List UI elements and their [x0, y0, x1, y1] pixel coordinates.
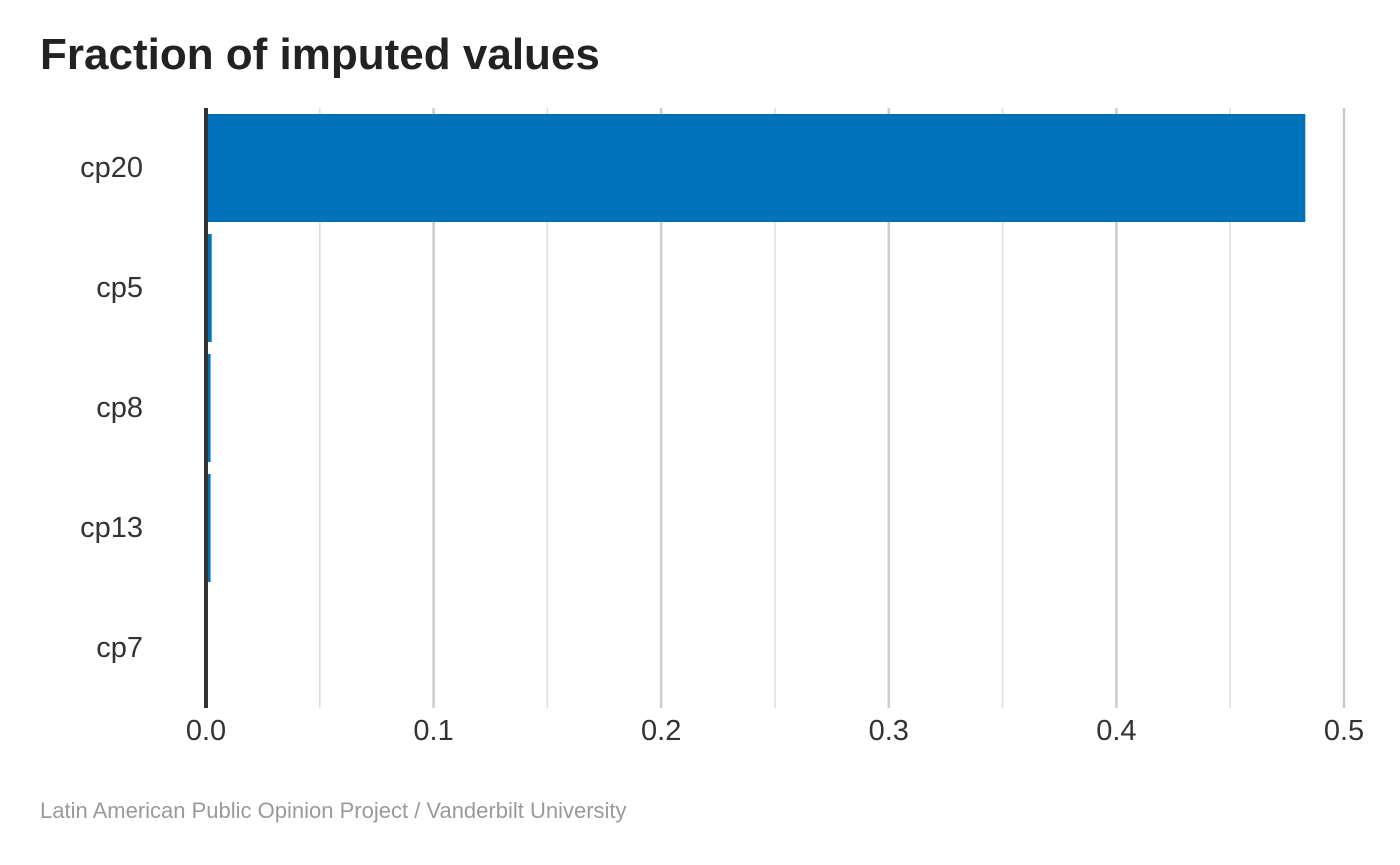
- x-tick-label: 0.1: [413, 715, 453, 747]
- x-tick-label: 0.2: [641, 715, 681, 747]
- tick-labels: cp20 cp5 cp8 cp13 cp7 0.0 0.1 0.2 0.3 0.4 0.5: [80, 152, 1364, 747]
- bars: [206, 114, 1305, 582]
- x-tick-label: 0.5: [1324, 715, 1364, 747]
- y-tick-label: cp13: [80, 512, 143, 544]
- y-tick-label: cp7: [96, 632, 143, 664]
- x-tick-label: 0.0: [186, 715, 226, 747]
- y-tick-label: cp20: [80, 152, 143, 184]
- source-caption: Latin American Public Opinion Project / …: [40, 798, 627, 824]
- x-tick-label: 0.3: [869, 715, 909, 747]
- bar-cp20: [206, 114, 1305, 222]
- y-tick-label: cp8: [96, 392, 143, 424]
- y-tick-label: cp5: [96, 272, 143, 304]
- x-tick-label: 0.4: [1096, 715, 1136, 747]
